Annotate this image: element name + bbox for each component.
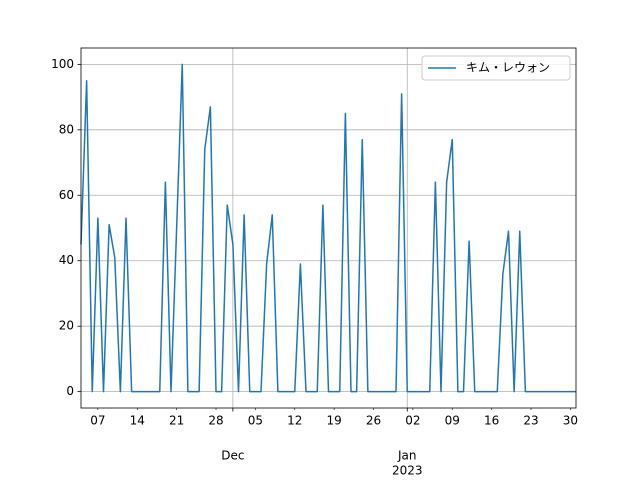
y-tick-label: 60: [59, 188, 74, 202]
y-tick-label: 80: [59, 122, 74, 136]
x-tick-label: 05: [248, 414, 263, 428]
legend-label: キム・レウォン: [466, 61, 550, 75]
axes-frame: [80, 47, 577, 409]
data-line: [80, 63, 576, 393]
x-tick-label: 30: [563, 414, 578, 428]
x-tick-label: 28: [208, 414, 223, 428]
x-tick-label: 09: [445, 414, 460, 428]
y-tick-label: 100: [51, 57, 74, 71]
x-year-label: 2023: [392, 464, 423, 478]
x-tick-label: 02: [405, 414, 420, 428]
x-tick-label: 14: [130, 414, 145, 428]
y-tick-label: 20: [59, 319, 74, 333]
x-major-label: Jan: [397, 449, 417, 463]
legend-box: [421, 55, 571, 81]
x-tick-label: 16: [484, 414, 499, 428]
y-tick-label: 40: [59, 253, 74, 267]
x-tick-label: 23: [523, 414, 538, 428]
x-major-label: Dec: [221, 449, 244, 463]
x-tick-label: 21: [169, 414, 184, 428]
x-tick-label: 12: [287, 414, 302, 428]
x-tick-label: 26: [366, 414, 381, 428]
x-tick-label: 19: [326, 414, 341, 428]
y-tick-label: 0: [66, 384, 74, 398]
x-tick-label: 07: [90, 414, 105, 428]
